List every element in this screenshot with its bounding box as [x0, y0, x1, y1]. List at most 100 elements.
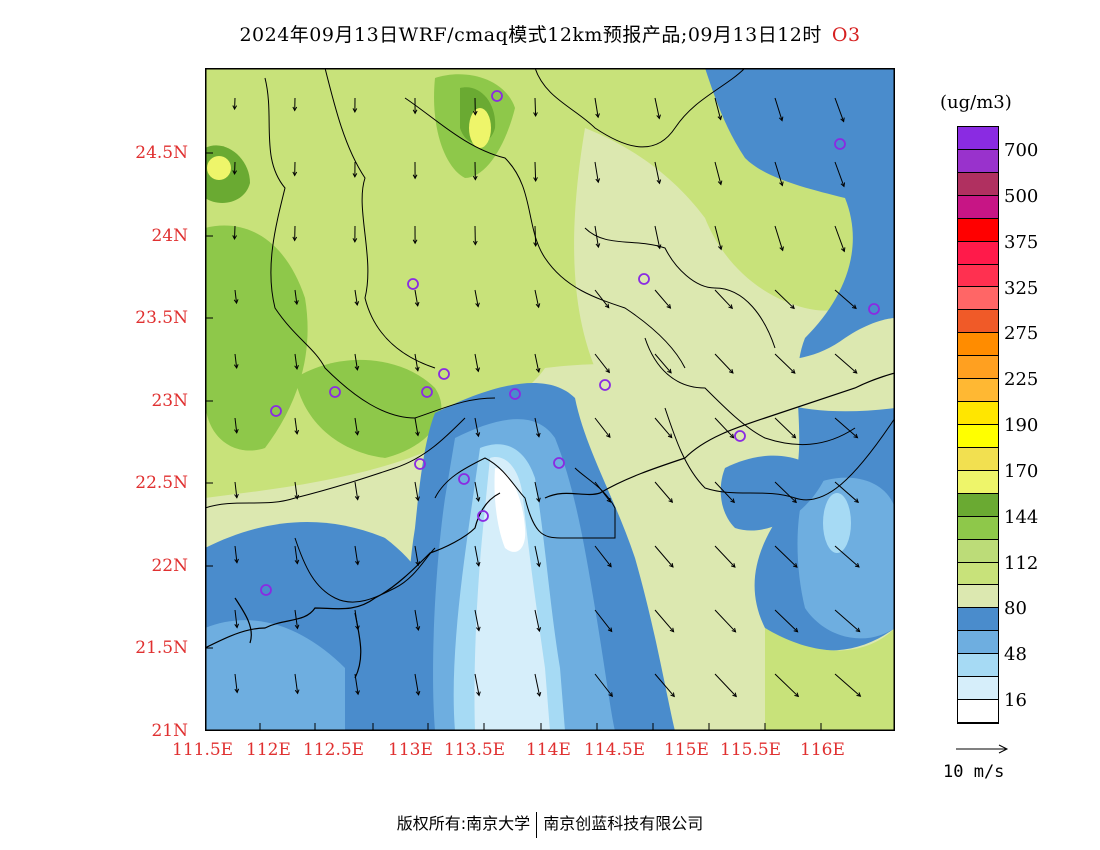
legend-swatch: [958, 493, 998, 517]
wind-vector: [714, 417, 734, 439]
legend-swatch: [958, 333, 998, 357]
wind-vector-head: [779, 246, 784, 252]
wind-vector: [714, 673, 737, 697]
field-band-lowest-estuary: [494, 468, 526, 552]
wind-vector-head: [595, 243, 601, 249]
wind-vector: [714, 225, 722, 250]
copyright-owner: 版权所有:南京大学: [396, 814, 531, 833]
y-tick-label: 23.5N: [135, 308, 188, 328]
wind-vector-head: [731, 627, 737, 633]
wind-vector-head: [840, 117, 845, 123]
city-marker: [553, 457, 565, 469]
legend-swatch: [958, 631, 998, 655]
wind-vector-head: [728, 304, 733, 310]
city-marker: [834, 138, 846, 150]
wind-vector: [414, 417, 419, 436]
wind-vector-head: [535, 432, 541, 438]
wind-vector: [534, 97, 537, 117]
wind-vector: [654, 353, 672, 374]
wind-vector-head: [779, 181, 784, 187]
wind-vector-head: [415, 626, 421, 632]
city-marker: [868, 303, 880, 315]
x-tick-label: 115.5E: [720, 740, 782, 760]
wind-vector-head: [791, 433, 797, 439]
wind-vector: [354, 673, 359, 695]
city-marker: [329, 386, 341, 398]
wind-vector: [594, 97, 599, 118]
legend-swatch: [958, 149, 998, 173]
wind-vector-head: [232, 105, 238, 111]
wind-vector: [834, 673, 861, 697]
wind-vector-head: [232, 170, 238, 176]
city-marker: [260, 584, 272, 596]
wind-vector: [654, 481, 673, 503]
wind-vector-head: [717, 180, 723, 186]
boundary-lines: [205, 68, 895, 603]
wind-vector: [474, 481, 480, 502]
wind-vector-head: [605, 368, 610, 374]
wind-vector-head: [354, 430, 360, 436]
wind-vector-head: [355, 690, 360, 696]
x-tick-label: 114E: [526, 740, 571, 760]
wind-vector-head: [352, 238, 358, 243]
wind-vector-head: [234, 558, 239, 564]
wind-vector: [714, 97, 722, 120]
wind-vector-head: [669, 627, 675, 633]
wind-vector-head: [793, 627, 799, 633]
legend-swatch: [958, 470, 998, 494]
y-tick-label: 22.5N: [135, 473, 188, 493]
field-band-112-144-southeast: [765, 628, 895, 731]
wind-vector-head: [855, 627, 861, 633]
legend-swatch: [958, 425, 998, 448]
wind-vector: [294, 481, 298, 499]
wind-vector: [414, 609, 419, 631]
wind-vector-head: [352, 173, 358, 178]
wind-vector-head: [472, 175, 478, 181]
field-band-16-48-southwest: [205, 620, 345, 731]
wind-vector: [234, 609, 238, 628]
wind-vector: [354, 417, 359, 435]
wind-vector-head: [355, 625, 360, 631]
city-marker: [421, 386, 433, 398]
wind-vector-head: [233, 364, 239, 370]
x-tick-label: 112.5E: [303, 740, 365, 760]
wind-vector-head: [729, 433, 735, 439]
coastline: [205, 372, 895, 679]
title-text: 2024年09月13日WRF/cmaq模式12km预报产品;09月13日12时: [239, 24, 822, 46]
field-band-112-144-center: [295, 359, 442, 458]
wind-vector-head: [294, 429, 300, 435]
wind-vector: [534, 353, 540, 373]
wind-vector-head: [354, 301, 360, 307]
wind-vector: [354, 289, 358, 306]
wind-vector: [654, 545, 674, 568]
wind-vector-head: [415, 690, 421, 696]
wind-vector-head: [730, 498, 735, 504]
x-tick-label: 113.5E: [444, 740, 506, 760]
wind-vector-head: [656, 244, 662, 250]
wind-vector: [654, 609, 675, 633]
map-title: 2024年09月13日WRF/cmaq模式12km预报产品;09月13日12时 O…: [0, 20, 1100, 47]
x-tick-label: 116E: [800, 740, 845, 760]
x-tick-label: 113E: [388, 740, 433, 760]
field-band-80-112-east-strip: [725, 318, 895, 412]
field-band-48-80-east-patch: [720, 455, 825, 531]
city-markers: [260, 90, 880, 596]
wind-vector-head: [732, 692, 737, 698]
legend-swatch: [958, 677, 998, 701]
wind-vector: [534, 225, 537, 246]
wind-vector: [714, 545, 736, 568]
wind-vector-head: [607, 562, 612, 568]
wind-vector-head: [415, 431, 420, 437]
city-marker: [599, 379, 611, 391]
wind-vector: [774, 289, 795, 309]
wind-vector: [474, 417, 479, 437]
wind-vector-head: [853, 433, 859, 439]
wind-vector-head: [415, 496, 420, 502]
wind-vector: [474, 289, 479, 307]
footer-divider: [536, 811, 538, 838]
y-tick-label: 23N: [151, 391, 188, 411]
wind-vector-head: [415, 561, 421, 567]
legend-label: 48: [1004, 644, 1027, 666]
wind-vector: [474, 545, 480, 566]
wind-vector-head: [475, 432, 481, 438]
